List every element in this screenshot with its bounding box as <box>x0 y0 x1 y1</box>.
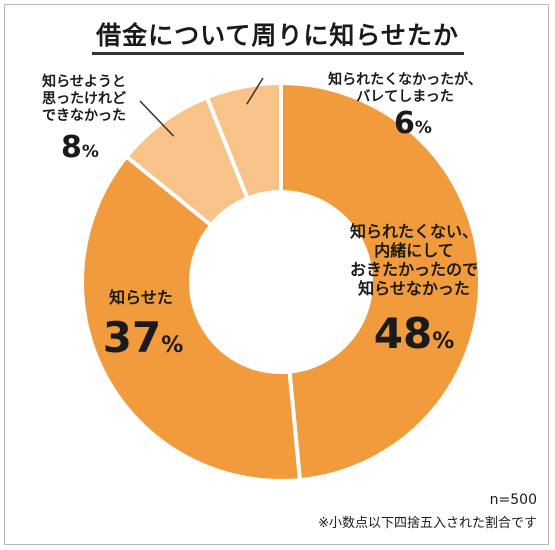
slice-label-1-line-1: 知られたくない、 <box>350 222 478 241</box>
leader-line-4 <box>246 77 264 105</box>
rounding-note: ※小数点以下四捨五入された割合です <box>318 516 537 531</box>
leader-line-3 <box>139 100 175 137</box>
slice-label-1-line-3: おきたかったので <box>350 260 478 279</box>
donut-slice-4 <box>204 80 283 202</box>
slice-label-1-line-4: 知らせなかった <box>358 279 470 298</box>
slice-label-2-line-1: 知らせた <box>109 288 173 307</box>
slice-value-4: 6% <box>394 106 432 141</box>
donut-slice-2 <box>80 153 303 483</box>
slice-value-2: 37% <box>103 313 184 362</box>
slice-label-3-line-3: できなかった <box>42 108 126 124</box>
slice-value-1: 48% <box>374 309 455 358</box>
slice-label-3-line-1: 知らせようと <box>42 73 126 90</box>
slice-label-4-line-1: 知られたくなかったが、 <box>328 71 482 88</box>
slice-label-1-line-2: 内緒にして <box>374 241 454 260</box>
donut-slice-1 <box>279 80 482 483</box>
title-underline <box>92 52 464 55</box>
chart-title: 借金について周りに知らせたか <box>96 21 459 50</box>
slice-label-4-line-2: バレてしまった <box>356 89 453 105</box>
sample-size-note: n=500 <box>489 492 537 508</box>
slice-label-3-line-2: 思ったけれど <box>42 91 126 107</box>
slice-value-3: 8% <box>61 130 99 165</box>
